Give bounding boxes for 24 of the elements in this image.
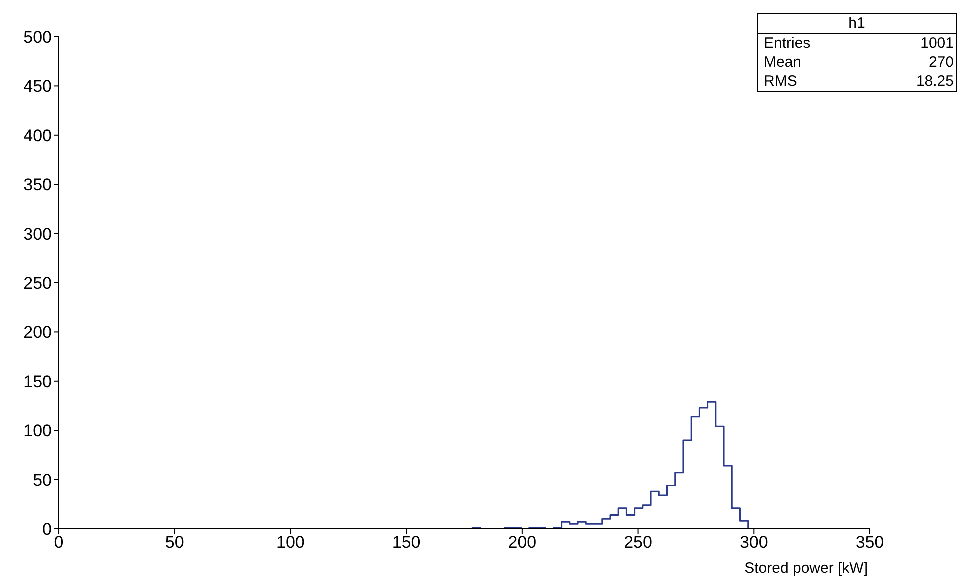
y-tick-label: 450 [24, 77, 52, 96]
x-tick-label: 350 [856, 533, 884, 552]
y-tick-label: 0 [42, 520, 52, 540]
text: h1 [758, 14, 956, 34]
y-tick-label: 400 [24, 126, 52, 146]
text: Entries 1001 [764, 35, 954, 52]
text: Mean 270 [764, 54, 954, 71]
y-tick-label: 100 [24, 422, 52, 441]
x-tick-label: 0 [54, 533, 64, 552]
x-tick-label: 50 [165, 533, 184, 552]
x-tick-label: 150 [392, 533, 421, 552]
x-tick-label: 250 [624, 533, 652, 552]
x-tick-label: 300 [740, 533, 768, 552]
x-axis-title: Stored power [kW] [744, 560, 868, 577]
y-tick-label: 250 [24, 274, 52, 294]
y-tick-label: 350 [24, 176, 52, 195]
x-tick-label: 100 [276, 533, 305, 552]
text: RMS 18.25 [764, 73, 954, 90]
y-tick-label: 200 [24, 323, 52, 342]
y-tick-label: 50 [33, 470, 52, 490]
x-tick-label: 200 [508, 533, 537, 552]
y-tick-label: 500 [24, 28, 52, 48]
y-tick-label: 300 [24, 224, 52, 244]
y-tick-label: 150 [24, 372, 52, 392]
